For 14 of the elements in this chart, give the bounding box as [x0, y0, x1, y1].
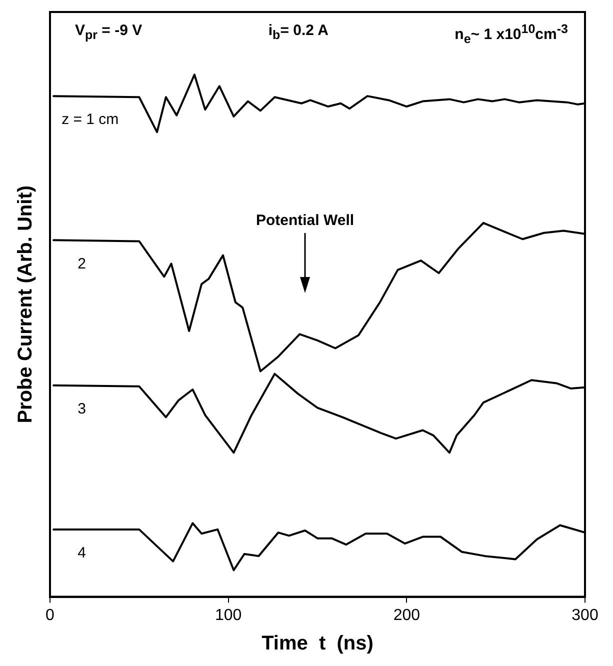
- y-axis-title: Probe Current (Arb. Unit): [14, 186, 37, 424]
- x-tick-label: 0: [46, 606, 55, 624]
- x-axis-title: Time t (ns): [262, 632, 374, 655]
- x-tick-label: 300: [572, 606, 598, 624]
- x-tick-label: 200: [393, 606, 420, 624]
- text: i$_{b}$= 0.2 A: [268, 22, 328, 44]
- text: n$_{e}$~ 1 x10$^{10}$cm$^{-3}$: [454, 22, 568, 46]
- annotation: Potential Well: [256, 212, 354, 229]
- series-label: z = 1 cm: [62, 111, 119, 128]
- text: V$_{pr}$ = -9 V: [75, 22, 142, 44]
- x-tick-label: 100: [214, 606, 242, 624]
- series-label: 2: [78, 255, 86, 272]
- series-label: 3: [78, 400, 86, 418]
- series-label: 4: [78, 544, 86, 562]
